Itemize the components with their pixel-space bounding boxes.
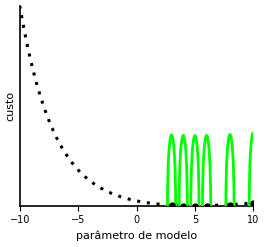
Y-axis label: custo: custo (6, 91, 16, 121)
X-axis label: parâmetro de modelo: parâmetro de modelo (76, 231, 197, 242)
